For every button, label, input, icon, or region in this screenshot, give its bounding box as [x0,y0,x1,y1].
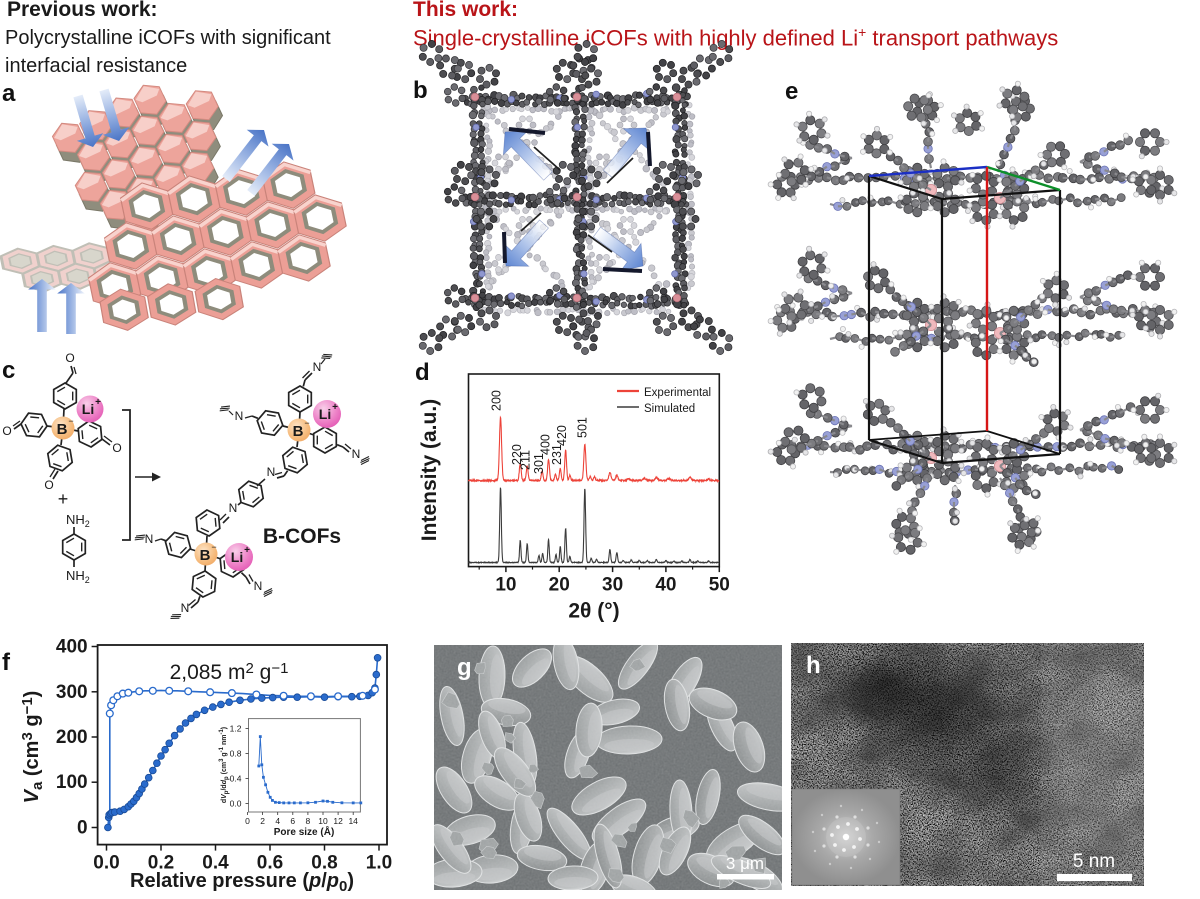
svg-text:2: 2 [260,816,265,826]
svg-text:1.0: 1.0 [366,853,392,874]
svg-text:3 μm: 3 μm [726,854,764,873]
svg-text:1.2: 1.2 [230,723,242,733]
svg-text:Relative pressure (p/p0): Relative pressure (p/p0) [130,870,354,895]
svg-text:0.0: 0.0 [230,798,242,808]
svg-text:h: h [806,652,821,679]
svg-text:12: 12 [333,816,343,826]
svg-text:Pore size (Å): Pore size (Å) [274,825,335,838]
svg-text:6: 6 [290,816,295,826]
svg-text:4: 4 [275,816,280,826]
svg-text:100: 100 [56,772,88,793]
svg-text:0.0: 0.0 [93,853,119,874]
svg-text:0: 0 [77,818,88,839]
svg-text:0: 0 [245,816,250,826]
svg-text:200: 200 [56,727,88,748]
svg-text:14: 14 [348,816,358,826]
svg-text:g: g [457,654,472,681]
svg-text:Va (cm3 g−1): Va (cm3 g−1) [19,691,46,804]
svg-text:0.8: 0.8 [230,748,242,758]
svg-text:300: 300 [56,682,88,703]
svg-text:8: 8 [306,816,311,826]
svg-text:400: 400 [56,637,88,658]
svg-text:dVp/ddp (cm3 g-1 nm-1): dVp/ddp (cm3 g-1 nm-1) [219,727,230,803]
svg-text:2,085 m2 g−1: 2,085 m2 g−1 [170,660,289,684]
svg-text:10: 10 [318,816,328,826]
svg-text:5 nm: 5 nm [1073,851,1115,872]
svg-text:0.4: 0.4 [230,773,242,783]
